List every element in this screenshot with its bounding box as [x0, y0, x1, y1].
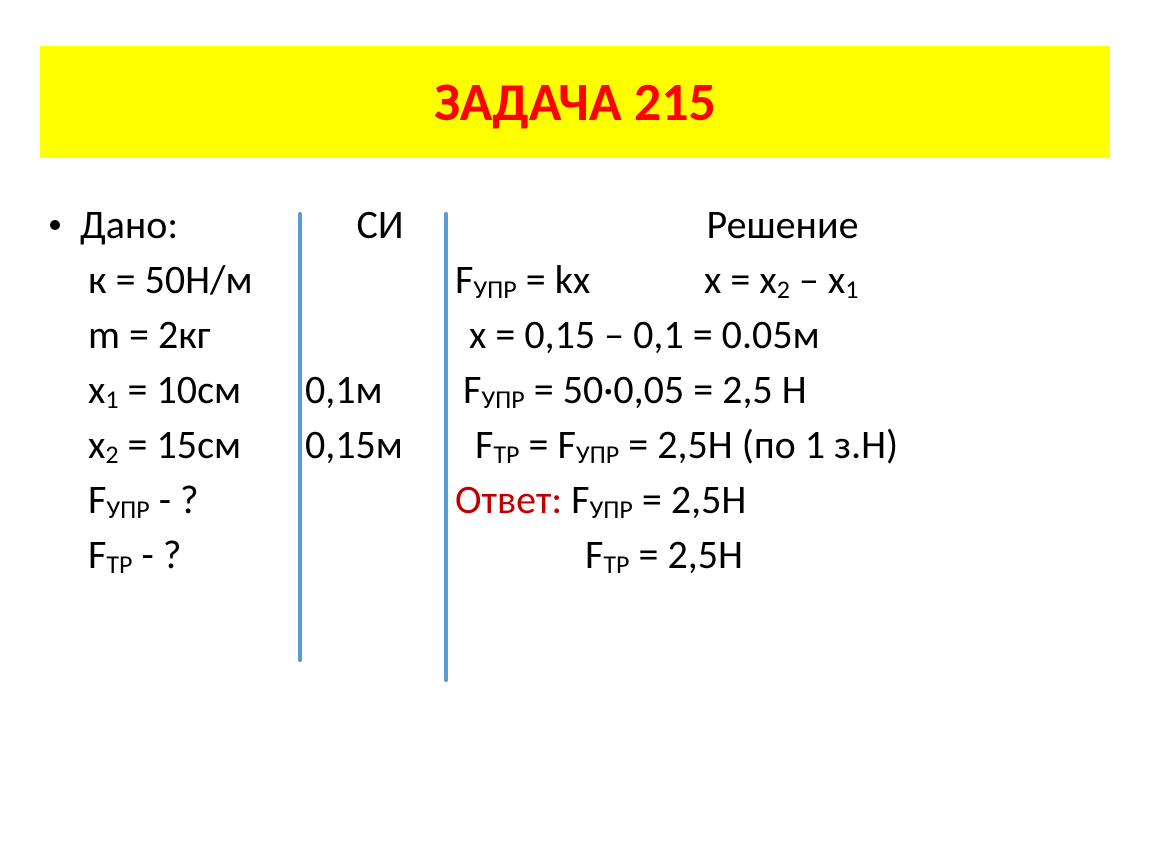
- row-1: к = 50Н/м FУПР = kx x = х2 – х1: [40, 255, 1110, 304]
- title-band: ЗАДАЧА 215: [40, 46, 1110, 158]
- row-headers: Дано: СИ Решение: [40, 200, 1110, 249]
- slide: ЗАДАЧА 215 Дано: СИ Решение к = 50Н/м FУ…: [0, 0, 1150, 864]
- given-fupr: FУПР - ?: [40, 475, 305, 524]
- header-solution: Решение: [455, 200, 1110, 249]
- title-text: ЗАДАЧА 215: [434, 69, 716, 135]
- row-5: FУПР - ? Ответ: FУПР = 2,5Н: [40, 475, 1110, 524]
- si-x2: 0,15м: [305, 420, 455, 469]
- given-x2: х2 = 15см: [40, 420, 305, 469]
- row-3: х1 = 10см 0,1м FУПР = 50·0,05 = 2,5 Н: [40, 365, 1110, 414]
- header-si: СИ: [305, 200, 455, 249]
- sol-line2: x = 0,15 – 0,1 = 0.05м: [455, 310, 1110, 359]
- sol-line1a: FУПР = kx: [455, 255, 695, 304]
- given-x1: х1 = 10см: [40, 365, 305, 414]
- given-ftr: FТР - ?: [40, 530, 305, 579]
- answer-1: FУПР = 2,5Н: [562, 475, 746, 524]
- row-4: х2 = 15см 0,15м FТР = FУПР = 2,5Н (по 1 …: [40, 420, 1110, 469]
- bullet-icon: [50, 220, 60, 230]
- content-area: Дано: СИ Решение к = 50Н/м FУПР = kx x =…: [40, 200, 1110, 585]
- row-2: m = 2кг x = 0,15 – 0,1 = 0.05м: [40, 310, 1110, 359]
- sol-line1b: x = х2 – х1: [704, 255, 858, 304]
- sol-line1: FУПР = kx x = х2 – х1: [455, 255, 1110, 304]
- row-6: FТР - ? FТР = 2,5Н: [40, 530, 1110, 579]
- header-given: Дано:: [40, 200, 305, 249]
- given-m: m = 2кг: [40, 310, 305, 359]
- answer-2: FТР = 2,5Н: [455, 530, 1110, 579]
- si-x1: 0,1м: [305, 365, 455, 414]
- sol-line3: FУПР = 50·0,05 = 2,5 Н: [455, 365, 1110, 414]
- answer-row-1: Ответ: FУПР = 2,5Н: [455, 475, 1110, 524]
- given-k: к = 50Н/м: [40, 255, 305, 304]
- answer-label: Ответ:: [455, 475, 562, 524]
- sol-line4: FТР = FУПР = 2,5Н (по 1 з.Н): [455, 420, 1110, 469]
